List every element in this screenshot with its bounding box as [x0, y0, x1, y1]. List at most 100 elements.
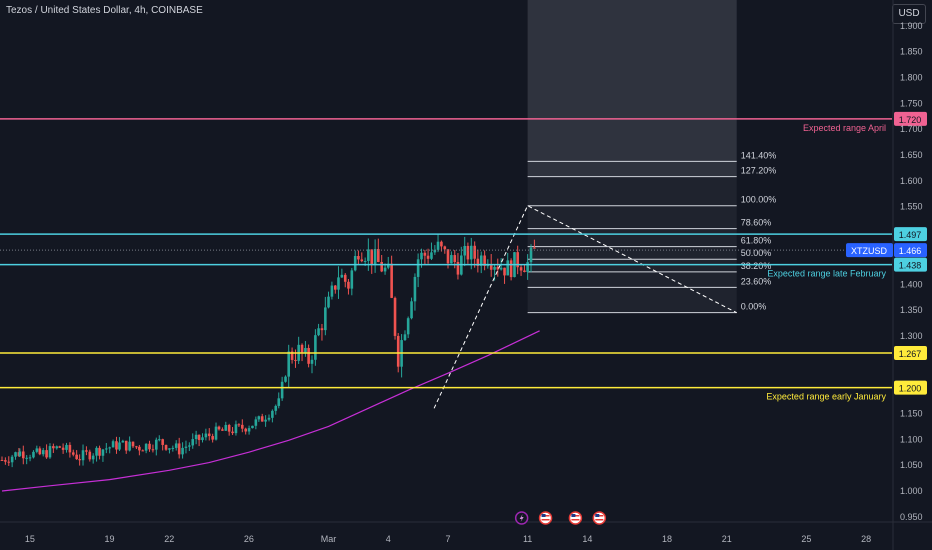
y-axis-tick-label: 1.050 [900, 460, 923, 470]
candle-body [406, 318, 410, 335]
candle-body [506, 260, 510, 276]
candle-body [138, 446, 141, 451]
candle-body [181, 447, 184, 455]
candle-body [443, 246, 447, 250]
candle-body [257, 416, 261, 420]
candle-body [393, 297, 397, 336]
candle-body [168, 448, 171, 450]
candle-body [111, 441, 115, 448]
y-axis-tick-label: 1.350 [900, 305, 923, 315]
candle-body [241, 424, 244, 429]
candle-body [197, 434, 201, 441]
y-axis-tick-label: 1.700 [900, 124, 923, 134]
candle-body [357, 255, 360, 260]
candle-body [18, 451, 22, 456]
candle-body [310, 359, 314, 364]
candle-body [353, 255, 357, 271]
level-price-tag-label: 1.267 [899, 349, 922, 359]
fib-level-label: 0.00% [741, 302, 767, 312]
candle-body [45, 450, 48, 458]
candle-body [135, 446, 138, 448]
us-flag-event-icon[interactable] [538, 511, 553, 525]
candle-body [48, 446, 52, 458]
y-axis-tick-label: 1.000 [900, 486, 923, 496]
candle-body [337, 277, 340, 290]
candle-body [509, 260, 513, 278]
candle-body [177, 443, 181, 455]
candle-body [440, 241, 443, 247]
candle-body [95, 447, 98, 456]
candle-body [370, 249, 374, 265]
candle-body [413, 276, 417, 302]
candle-body [234, 424, 238, 434]
candle-body [164, 444, 168, 450]
candle-body [105, 448, 108, 450]
candle-body [410, 301, 413, 319]
level-price-tag-label: 1.200 [899, 384, 922, 394]
fib-level-label: 78.60% [741, 218, 772, 228]
fib-level-label: 23.60% [741, 276, 772, 286]
level-price-tag-label: 1.497 [899, 230, 922, 240]
candle-body [101, 449, 105, 456]
y-axis-tick-label: 0.950 [900, 512, 923, 522]
candle-body [383, 267, 387, 272]
candle-body [436, 241, 440, 250]
candle-body [499, 267, 503, 270]
x-axis-tick-label: 26 [244, 534, 254, 544]
current-price-tag [894, 243, 927, 258]
candle-body [466, 245, 470, 260]
y-axis-tick-label: 1.850 [900, 47, 923, 57]
candle-body [148, 443, 151, 450]
fib-level-label: 38.20% [741, 261, 772, 271]
candle-body [287, 351, 291, 377]
level-note: Expected range early January [766, 392, 886, 402]
level-note: Expected range April [803, 123, 886, 133]
candle-body [271, 410, 274, 418]
lightning-event-icon[interactable] [514, 511, 529, 525]
candle-body [493, 266, 496, 270]
candle-body [333, 285, 337, 290]
x-axis-tick-label: 11 [523, 534, 532, 544]
current-price-tag-label: 1.466 [899, 246, 922, 256]
candle-body [144, 443, 148, 451]
candle-body [118, 442, 121, 450]
candle-body [274, 405, 278, 411]
us-flag-event-icon[interactable] [592, 511, 607, 525]
candle-body [4, 460, 7, 462]
candle-body [300, 344, 304, 354]
candle-body [88, 451, 92, 460]
candle-body [420, 252, 423, 260]
candle-body [224, 424, 228, 431]
candle-body [217, 426, 221, 430]
y-axis-tick-label: 1.650 [900, 150, 923, 160]
candle-body [469, 245, 473, 260]
candle-body [307, 347, 310, 364]
candle-body [78, 459, 81, 461]
candle-body [367, 249, 370, 261]
flag-canton [541, 514, 546, 517]
flag-circle [538, 511, 553, 525]
candle-body [373, 249, 377, 265]
candle-body [479, 255, 483, 266]
candle-body [324, 307, 327, 331]
us-flag-event-icon[interactable] [568, 511, 583, 525]
candle-body [211, 436, 214, 440]
y-axis-tick-label: 1.400 [900, 279, 923, 289]
candle-body [526, 262, 529, 273]
candle-body [350, 270, 354, 289]
candle-body [25, 457, 28, 459]
flag-circle [592, 511, 607, 525]
candle-body [327, 296, 330, 308]
y-axis-tick-label: 1.900 [900, 21, 923, 31]
candle-body [227, 424, 231, 432]
candle-body [330, 285, 334, 297]
candle-body [81, 450, 85, 461]
flag-stripe [571, 519, 580, 521]
candle-body [52, 446, 55, 449]
candle-body [450, 255, 453, 264]
candle-body [247, 428, 251, 432]
candle-body [75, 454, 78, 460]
candle-body [473, 245, 476, 259]
candle-body [317, 328, 320, 336]
